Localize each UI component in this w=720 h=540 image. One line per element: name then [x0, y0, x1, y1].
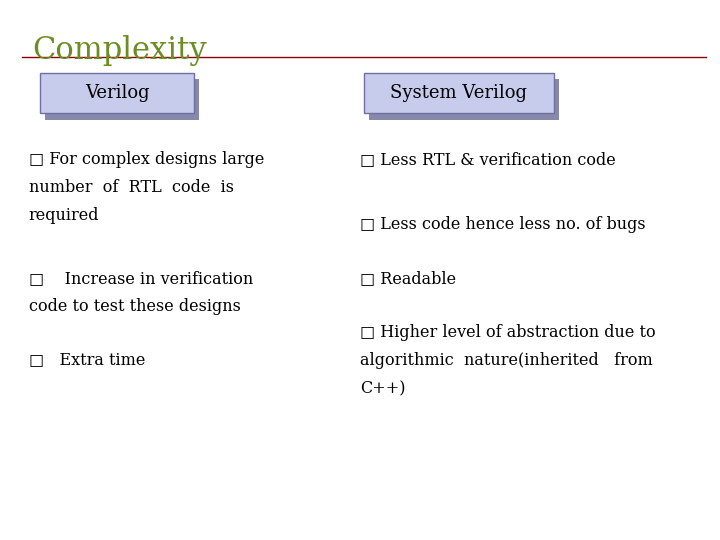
Text: System Verilog: System Verilog — [390, 84, 528, 102]
Text: code to test these designs: code to test these designs — [29, 298, 240, 315]
Text: □   Extra time: □ Extra time — [29, 351, 145, 368]
Text: Complexity: Complexity — [32, 35, 207, 66]
Text: □ Less RTL & verification code: □ Less RTL & verification code — [360, 151, 616, 168]
Text: algorithmic  nature(inherited   from: algorithmic nature(inherited from — [360, 352, 653, 369]
Text: Verilog: Verilog — [85, 84, 149, 102]
Text: □ Readable: □ Readable — [360, 270, 456, 287]
Text: □ For complex designs large: □ For complex designs large — [29, 151, 264, 168]
Text: □ Less code hence less no. of bugs: □ Less code hence less no. of bugs — [360, 216, 646, 233]
Text: □    Increase in verification: □ Increase in verification — [29, 270, 253, 287]
Text: number  of  RTL  code  is: number of RTL code is — [29, 179, 234, 196]
FancyBboxPatch shape — [40, 73, 194, 113]
FancyBboxPatch shape — [364, 73, 554, 113]
FancyBboxPatch shape — [369, 79, 559, 120]
FancyBboxPatch shape — [45, 79, 199, 120]
Text: □ Higher level of abstraction due to: □ Higher level of abstraction due to — [360, 324, 656, 341]
Text: C++): C++) — [360, 380, 405, 397]
Text: required: required — [29, 207, 99, 224]
